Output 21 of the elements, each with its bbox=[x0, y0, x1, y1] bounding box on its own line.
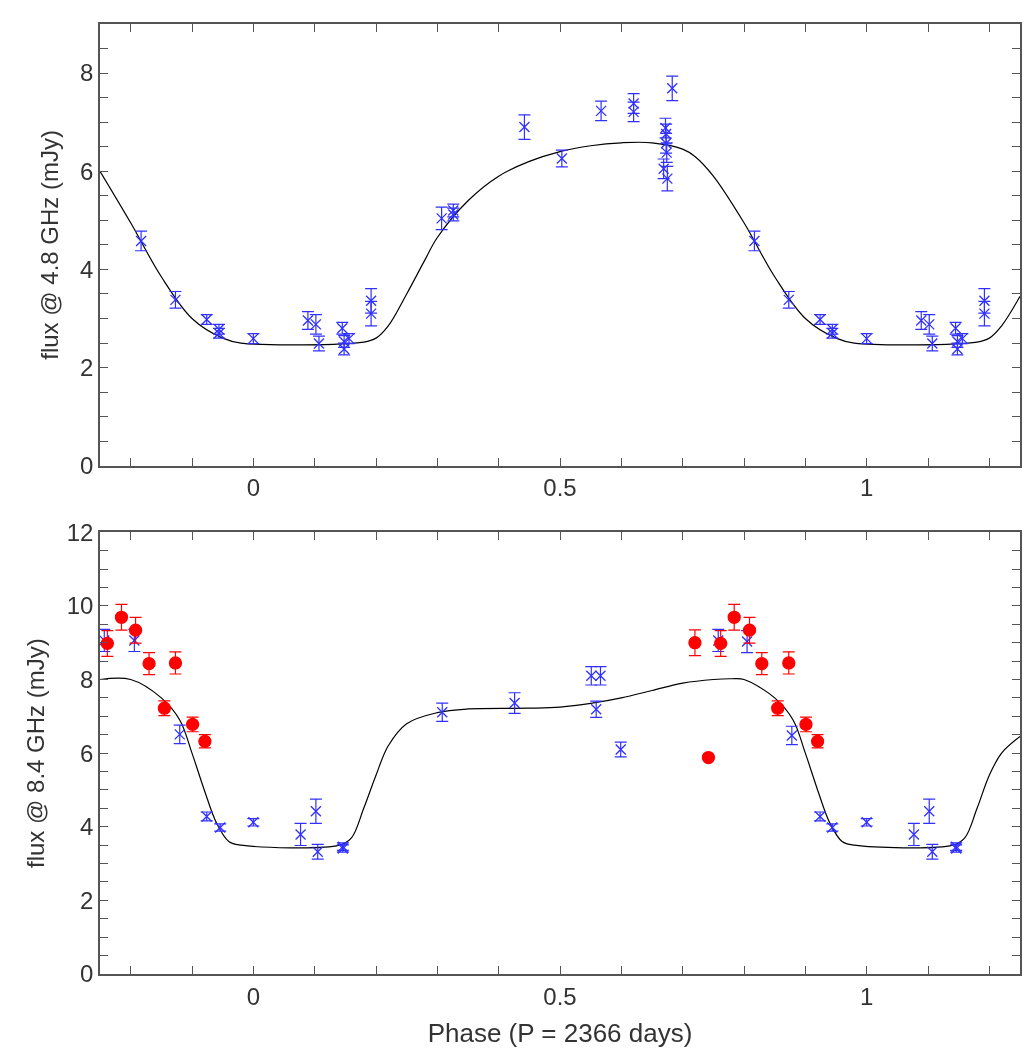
x-tick-label: 0 bbox=[246, 474, 261, 502]
y-tick-label: 2 bbox=[80, 353, 94, 381]
y-axis-title: flux @ 4.8 GHz (mJy) bbox=[35, 130, 63, 360]
y-tick-label: 8 bbox=[80, 665, 94, 693]
x-tick-label: 1 bbox=[859, 474, 874, 502]
x-tick-label: 1 bbox=[859, 982, 874, 1010]
y-tick-label: 6 bbox=[80, 739, 94, 767]
x-tick-label: 0 bbox=[246, 982, 261, 1010]
y-tick-label: 4 bbox=[80, 813, 94, 841]
x-tick-label: 0.5 bbox=[543, 474, 577, 502]
x-axis-title: Phase (P = 2366 days) bbox=[427, 1017, 693, 1048]
y-axis-title: flux @ 8.4 GHz (mJy) bbox=[22, 638, 50, 868]
y-tick-label: 0 bbox=[80, 452, 94, 480]
y-tick-label: 0 bbox=[80, 960, 94, 988]
y-tick-label: 10 bbox=[66, 592, 94, 620]
y-tick-label: 4 bbox=[80, 255, 94, 283]
y-tick-label: 12 bbox=[66, 518, 94, 546]
y-tick-label: 8 bbox=[80, 59, 94, 87]
y-tick-label: 6 bbox=[80, 157, 94, 185]
x-tick-label: 0.5 bbox=[543, 982, 577, 1010]
y-tick-label: 2 bbox=[80, 886, 94, 914]
